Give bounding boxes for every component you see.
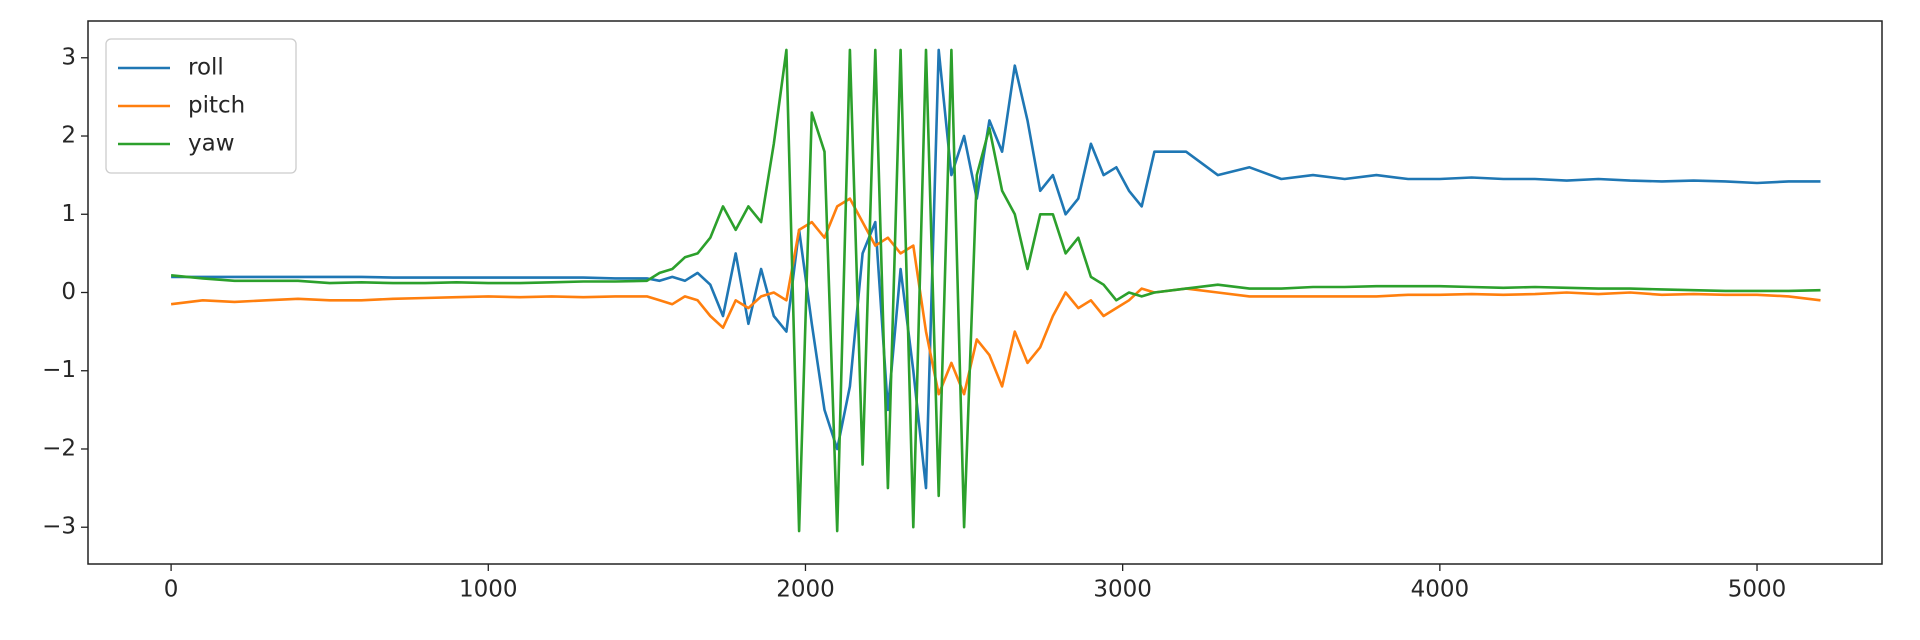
y-tick-label: 2 (61, 123, 76, 149)
legend-label: pitch (188, 93, 245, 119)
y-tick-label: −1 (42, 357, 76, 383)
x-tick-label: 0 (164, 577, 179, 603)
y-tick-label: −2 (42, 435, 76, 461)
y-tick-label: 1 (61, 201, 76, 227)
x-tick-label: 2000 (776, 577, 835, 603)
x-tick-label: 5000 (1728, 577, 1787, 603)
legend-label: yaw (188, 131, 235, 157)
legend-box (105, 38, 297, 174)
line-series (170, 48, 1821, 533)
line-series (170, 197, 1821, 396)
legend-label: roll (188, 55, 224, 81)
x-tick-label: 3000 (1093, 577, 1152, 603)
y-tick-label: 0 (61, 279, 76, 305)
x-tick-label: 4000 (1411, 577, 1470, 603)
line-series (171, 48, 1821, 490)
y-tick-label: 3 (61, 44, 76, 70)
x-tick-label: 1000 (459, 577, 518, 603)
y-tick-label: −3 (42, 514, 76, 540)
